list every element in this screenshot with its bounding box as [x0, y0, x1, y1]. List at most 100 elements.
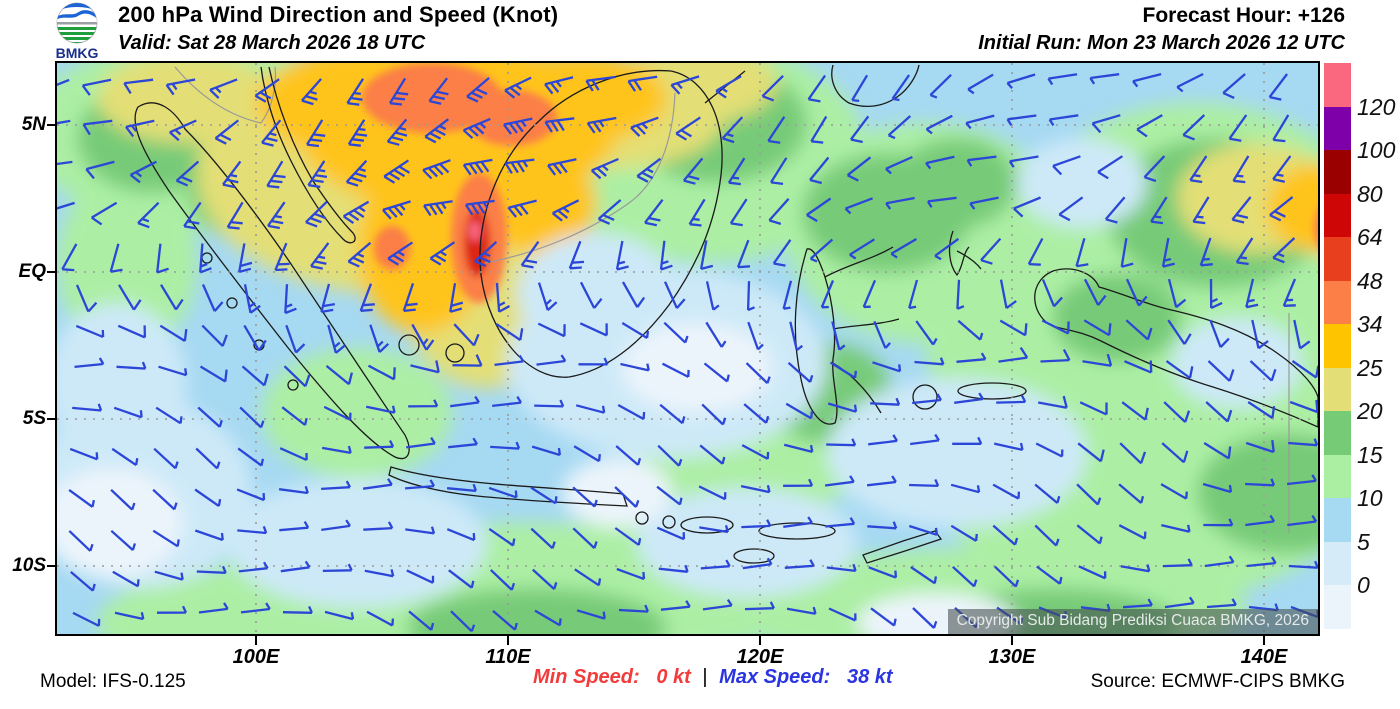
wind-barb [827, 402, 858, 413]
wind-barb [747, 321, 764, 351]
colorbar-label: 34 [1357, 311, 1383, 337]
wind-barb [699, 524, 730, 534]
wind-barb [324, 610, 355, 621]
wind-barb [1291, 360, 1318, 379]
wind-barb [1034, 483, 1061, 504]
wind-barb [590, 157, 619, 180]
colorbar-label: 25 [1357, 354, 1383, 381]
wind-barb [705, 281, 720, 311]
wind-barb [744, 601, 775, 611]
wind-barb [912, 393, 942, 405]
wind-barb [283, 365, 311, 388]
wind-barb [782, 280, 793, 310]
wind-barb [1077, 442, 1105, 463]
wind-barb [75, 284, 98, 313]
wind-barb [870, 397, 901, 406]
wind-barb [950, 524, 978, 542]
wind-barb [446, 483, 477, 493]
wind-barb [1027, 237, 1044, 266]
wind-barb [1245, 439, 1275, 454]
wind-barb [1162, 558, 1193, 568]
colorbar [1324, 63, 1351, 629]
wind-map-image [57, 63, 1318, 634]
wind-barb [155, 406, 183, 425]
wind-barb [169, 119, 197, 142]
wind-barb [1232, 155, 1250, 184]
wind-barb [992, 483, 1021, 500]
wind-barb [492, 610, 518, 631]
wind-barb [870, 607, 897, 627]
speed-field-maxima [362, 63, 1318, 303]
wind-barb [1124, 360, 1153, 374]
wind-barb [956, 279, 965, 310]
wind-barb [772, 239, 792, 267]
wind-barb [547, 158, 577, 176]
wind-barb [741, 444, 770, 460]
wind-barb [715, 75, 742, 99]
wind-barb [183, 201, 202, 230]
wind-barb [809, 156, 830, 185]
wind-barb [1120, 564, 1151, 573]
wind-barb [452, 354, 483, 367]
wind-barb [448, 437, 478, 449]
wind-barb [656, 526, 686, 541]
max-speed-value: 38 kt [847, 666, 893, 688]
wind-barb [829, 361, 858, 379]
wind-barb [1235, 237, 1254, 266]
wind-barb [740, 484, 771, 494]
wind-barb [57, 160, 73, 166]
wind-barb [57, 119, 71, 125]
wind-barb [321, 480, 352, 491]
wind-barb [1041, 319, 1070, 335]
wind-barb [1165, 360, 1194, 379]
wind-barb [236, 488, 266, 502]
colorbar-segment [1324, 193, 1351, 237]
wind-barb [1041, 279, 1063, 308]
wind-barb [1161, 442, 1189, 464]
wind-barb [576, 609, 606, 620]
wind-barb [657, 444, 683, 467]
wind-barb [156, 605, 188, 614]
wind-barb [912, 607, 938, 629]
lat-label: EQ [18, 261, 46, 282]
wind-barb [1058, 196, 1084, 222]
wind-barb [826, 563, 857, 573]
wind-barb [614, 527, 642, 546]
wind-barb [572, 486, 598, 508]
wind-barb [411, 323, 435, 351]
wind-barb [81, 78, 112, 96]
wind-barb [659, 403, 686, 425]
wind-barb [849, 238, 876, 260]
wind-barb [908, 279, 919, 310]
wind-barb [1289, 399, 1318, 414]
wind-barb [278, 485, 309, 495]
wind-barb [530, 486, 558, 505]
wind-barb [1176, 72, 1204, 93]
wind-barb [305, 201, 328, 228]
wind-barb [954, 392, 984, 404]
wind-barb [1047, 73, 1078, 86]
wind-barb [462, 158, 493, 176]
colorbar-label: 20 [1357, 398, 1383, 424]
wind-barb [74, 357, 105, 369]
wind-barb [787, 361, 814, 383]
wind-barb [705, 321, 727, 348]
wind-barb [1037, 395, 1068, 409]
wind-barb [699, 444, 726, 465]
wind-barb [741, 519, 772, 529]
wind-barb [383, 159, 411, 184]
wind-barb [117, 324, 147, 339]
wind-barb [453, 323, 480, 347]
wind-barb [61, 243, 78, 272]
wind-barb [301, 78, 322, 106]
wind-barb [1118, 483, 1145, 504]
wind-barb [768, 198, 790, 226]
wind-barb [137, 201, 160, 229]
wind-barb [862, 279, 877, 309]
wind-barb [110, 488, 136, 511]
wind-barb [967, 73, 994, 95]
wind-barb [1207, 360, 1235, 382]
wind-barb [366, 610, 395, 627]
wind-barb [745, 362, 771, 385]
colorbar-segment [1324, 585, 1351, 629]
